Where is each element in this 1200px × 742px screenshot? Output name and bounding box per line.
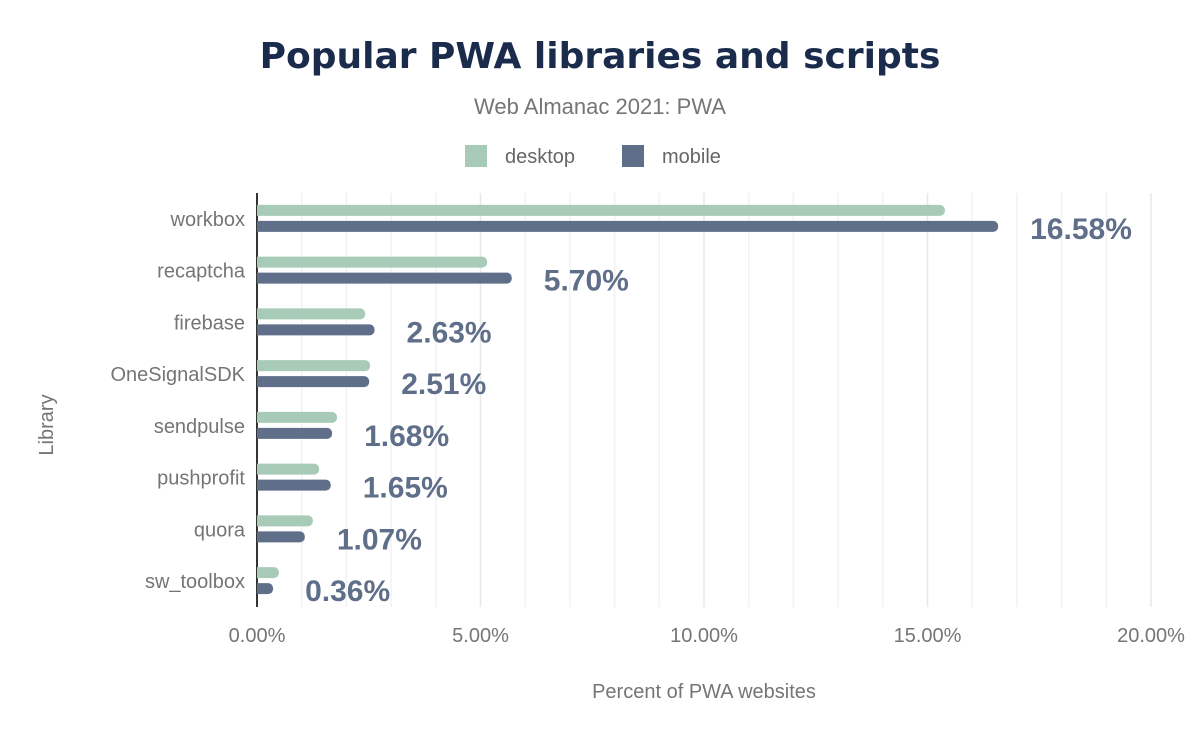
bar-mobile-recaptcha bbox=[257, 272, 512, 284]
bar-desktop-sw_toolbox bbox=[257, 567, 279, 579]
bar-desktop-quora bbox=[257, 515, 313, 527]
bar-mobile-quora bbox=[257, 531, 305, 543]
data-label: 1.65% bbox=[363, 472, 448, 505]
category-label: OneSignalSDK bbox=[110, 364, 245, 386]
data-label: 1.07% bbox=[337, 523, 422, 556]
x-tick-label: 5.00% bbox=[452, 625, 509, 647]
bar-mobile-OneSignalSDK bbox=[257, 376, 370, 388]
bar-desktop-sendpulse bbox=[257, 411, 338, 423]
category-label: quora bbox=[194, 519, 246, 541]
data-label: 5.70% bbox=[544, 265, 629, 298]
category-label: pushprofit bbox=[157, 468, 245, 490]
x-axis-label: Percent of PWA websites bbox=[592, 681, 816, 703]
chart-subtitle: Web Almanac 2021: PWA bbox=[474, 94, 726, 119]
data-label: 16.58% bbox=[1030, 213, 1132, 246]
category-label: sw_toolbox bbox=[145, 571, 245, 593]
legend-swatch-desktop bbox=[465, 145, 487, 167]
category-label: sendpulse bbox=[154, 416, 245, 438]
bar-desktop-workbox bbox=[257, 204, 945, 216]
bar-mobile-firebase bbox=[257, 324, 375, 336]
bar-desktop-OneSignalSDK bbox=[257, 360, 371, 372]
chart-title: Popular PWA libraries and scripts bbox=[260, 36, 941, 77]
bar-mobile-workbox bbox=[257, 220, 999, 232]
data-label: 0.36% bbox=[305, 575, 390, 608]
bar-mobile-sw_toolbox bbox=[257, 583, 274, 595]
bar-desktop-recaptcha bbox=[257, 256, 488, 268]
x-tick-label: 0.00% bbox=[229, 625, 286, 647]
legend-label-mobile[interactable]: mobile bbox=[662, 146, 721, 168]
legend: desktop mobile bbox=[465, 145, 721, 168]
data-label: 1.68% bbox=[364, 420, 449, 453]
x-tick-label: 15.00% bbox=[894, 625, 962, 647]
bar-mobile-pushprofit bbox=[257, 479, 331, 491]
category-label: firebase bbox=[174, 312, 245, 334]
category-labels: workbox recaptcha firebase OneSignalSDK send… bbox=[110, 209, 245, 593]
category-label: workbox bbox=[170, 209, 245, 231]
x-ticks: 0.00% 5.00% 10.00% 15.00% 20.00% bbox=[229, 625, 1185, 647]
x-tick-label: 10.00% bbox=[670, 625, 738, 647]
data-label: 2.51% bbox=[401, 368, 486, 401]
x-tick-label: 20.00% bbox=[1117, 625, 1185, 647]
bars: 16.58% 5.70% 2.63% 2.51% 1.68% 1.65% 1.07% 0.36… bbox=[257, 204, 1132, 608]
gridlines bbox=[256, 193, 1152, 607]
category-label: recaptcha bbox=[157, 261, 246, 283]
y-axis-label: Library bbox=[36, 394, 58, 455]
bar-desktop-pushprofit bbox=[257, 463, 320, 475]
bar-mobile-sendpulse bbox=[257, 427, 333, 439]
data-label: 2.63% bbox=[407, 316, 492, 349]
bar-desktop-firebase bbox=[257, 308, 366, 320]
legend-swatch-mobile bbox=[622, 145, 644, 167]
legend-label-desktop[interactable]: desktop bbox=[505, 146, 575, 168]
